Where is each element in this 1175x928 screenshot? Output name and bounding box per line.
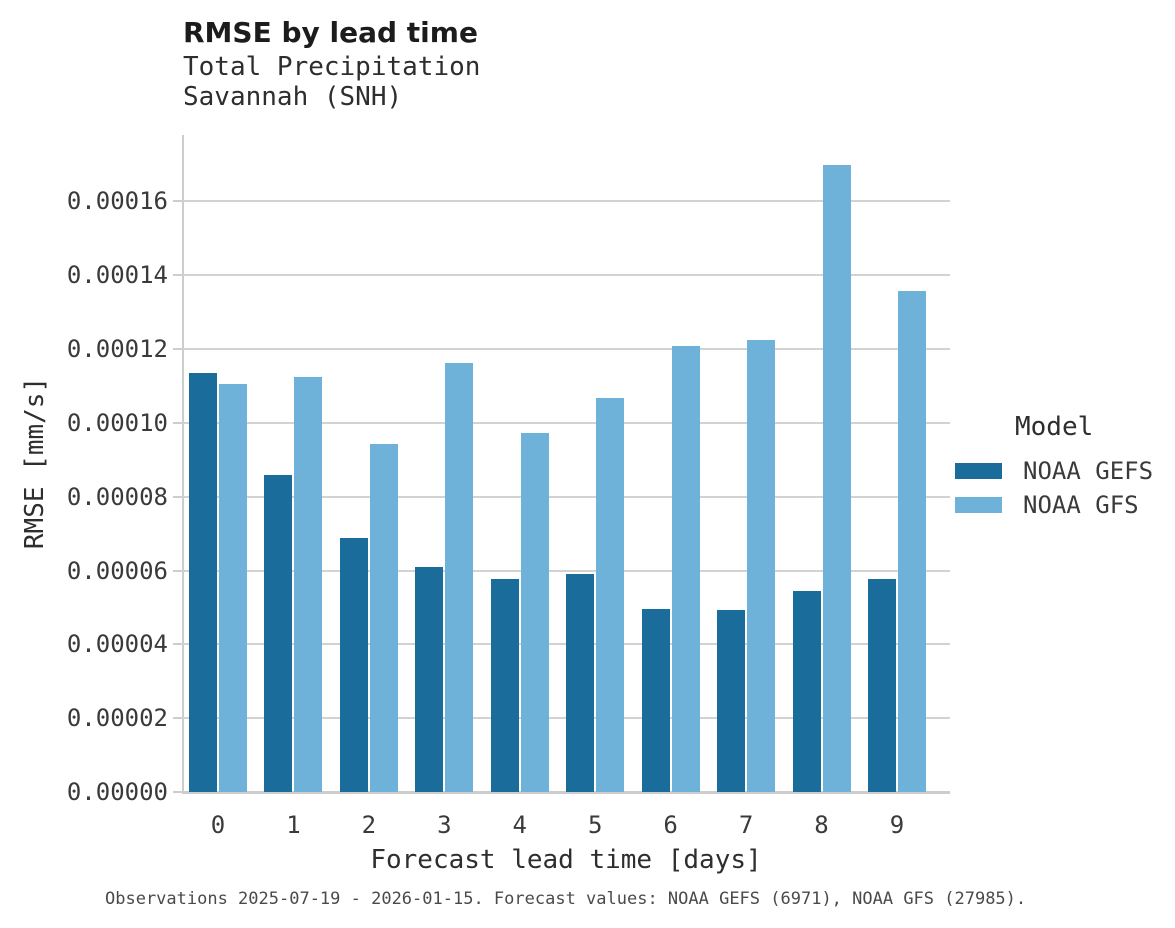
legend: Model NOAA GEFS NOAA GFS bbox=[955, 412, 1175, 522]
bar-noaa-gefs-lead-8 bbox=[792, 590, 821, 792]
bar-noaa-gfs-lead-1 bbox=[294, 376, 323, 792]
bar-noaa-gfs-lead-0 bbox=[219, 384, 247, 792]
bar-noaa-gefs-lead-9 bbox=[867, 578, 896, 792]
x-tick-label: 3 bbox=[437, 811, 452, 839]
bar-noaa-gfs-lead-5 bbox=[596, 397, 625, 792]
y-tick-mark bbox=[173, 200, 182, 203]
legend-entry-noaa-gfs: NOAA GFS bbox=[955, 488, 1175, 522]
gridline bbox=[182, 200, 950, 203]
x-tick-label: 0 bbox=[210, 811, 226, 839]
bar-noaa-gefs-lead-1 bbox=[264, 474, 293, 792]
x-tick-label: 8 bbox=[814, 811, 829, 839]
chart-subtitle-station: Savannah (SNH) bbox=[183, 82, 403, 112]
x-tick-label: 4 bbox=[512, 811, 527, 839]
bar-noaa-gfs-lead-6 bbox=[671, 346, 700, 792]
bar-noaa-gefs-lead-3 bbox=[415, 566, 444, 792]
gridline bbox=[182, 717, 950, 720]
y-tick-label: 0.00012 bbox=[66, 335, 168, 364]
gridline bbox=[182, 348, 950, 351]
x-tick-label: 5 bbox=[587, 811, 603, 839]
gridline bbox=[182, 569, 950, 572]
chart-title: RMSE by lead time bbox=[183, 16, 478, 49]
y-tick-label: 0.00016 bbox=[66, 187, 168, 216]
legend-title: Model bbox=[1015, 412, 1094, 442]
legend-entry-noaa-gefs: NOAA GEFS bbox=[955, 454, 1175, 488]
gridline bbox=[182, 643, 950, 646]
bar-noaa-gfs-lead-3 bbox=[445, 363, 474, 792]
y-tick-label: 0.00000 bbox=[66, 778, 168, 806]
bar-noaa-gfs-lead-9 bbox=[897, 290, 926, 792]
legend-label-noaa-gefs: NOAA GEFS bbox=[1023, 457, 1154, 485]
footer-caption: Observations 2025-07-19 - 2026-01-15. Fo… bbox=[105, 889, 1027, 909]
x-tick-label: 6 bbox=[663, 811, 678, 839]
bar-noaa-gfs-lead-2 bbox=[369, 444, 398, 792]
bar-noaa-gfs-lead-4 bbox=[520, 433, 549, 792]
x-tick-label: 1 bbox=[286, 811, 301, 839]
y-tick-mark bbox=[173, 569, 182, 572]
bar-noaa-gfs-lead-7 bbox=[747, 339, 776, 792]
legend-swatch-noaa-gfs bbox=[955, 497, 1002, 513]
bar-noaa-gefs-lead-7 bbox=[717, 610, 746, 792]
gridline bbox=[182, 495, 950, 498]
y-tick-mark bbox=[173, 791, 182, 793]
y-tick-label: 0.00008 bbox=[66, 482, 168, 511]
legend-swatch-noaa-gefs bbox=[955, 463, 1002, 479]
y-tick-mark bbox=[173, 274, 182, 277]
bar-noaa-gefs-lead-2 bbox=[339, 538, 368, 792]
y-tick-mark bbox=[173, 421, 182, 424]
y-tick-mark bbox=[173, 495, 182, 498]
legend-label-noaa-gfs: NOAA GFS bbox=[1023, 491, 1139, 519]
x-tick-label: 9 bbox=[889, 811, 905, 839]
y-tick-label: 0.00004 bbox=[66, 630, 168, 659]
y-tick-mark bbox=[173, 717, 182, 720]
bar-noaa-gefs-lead-0 bbox=[189, 373, 217, 792]
plot-area bbox=[173, 135, 950, 794]
bar-noaa-gfs-lead-8 bbox=[822, 164, 851, 792]
y-axis-spine bbox=[182, 135, 184, 794]
x-tick-label: 7 bbox=[738, 811, 754, 839]
bar-noaa-gefs-lead-4 bbox=[490, 578, 519, 792]
y-tick-mark bbox=[173, 643, 182, 646]
y-tick-label: 0.00006 bbox=[66, 556, 168, 585]
x-axis-spine bbox=[182, 791, 950, 794]
bar-noaa-gefs-lead-6 bbox=[641, 609, 670, 792]
gridline bbox=[182, 274, 950, 277]
y-tick-label: 0.00002 bbox=[66, 704, 168, 733]
y-tick-mark bbox=[173, 348, 182, 351]
gridline bbox=[182, 421, 950, 424]
x-axis-label: Forecast lead time [days] bbox=[370, 845, 762, 875]
legend-entries: NOAA GEFS NOAA GFS bbox=[955, 454, 1175, 522]
x-tick-label: 2 bbox=[361, 811, 377, 839]
bar-noaa-gefs-lead-5 bbox=[566, 574, 595, 792]
y-tick-label: 0.00014 bbox=[66, 261, 168, 290]
y-tick-label: 0.00010 bbox=[66, 408, 168, 437]
chart-subtitle-variable: Total Precipitation bbox=[183, 52, 481, 82]
